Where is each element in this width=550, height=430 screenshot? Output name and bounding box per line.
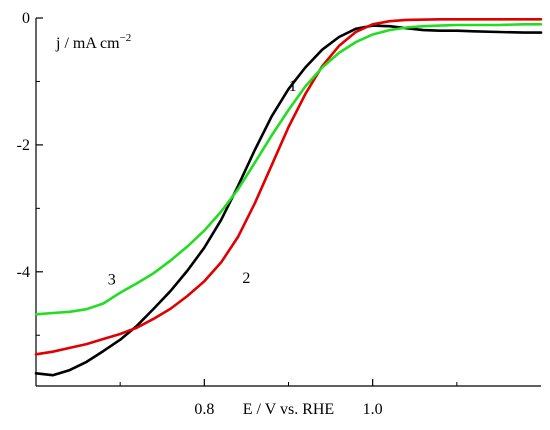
curve-label-1: 1 — [289, 78, 297, 95]
curve-labels: 1 2 3 — [108, 78, 297, 289]
curve-label-2: 2 — [242, 270, 250, 287]
y-tick-label: 0 — [22, 10, 30, 27]
y-tick-label: -2 — [17, 137, 30, 154]
tick-labels: 0 -2 -4 0.8 1.0 — [17, 10, 383, 418]
series-line-2 — [34, 18, 543, 356]
y-axis-title-text: j / mA cm — [55, 35, 120, 52]
x-tick-label: 0.8 — [194, 401, 214, 418]
axes — [35, 18, 541, 387]
series-layer — [34, 18, 543, 377]
series-line-1 — [34, 24, 543, 377]
x-axis-title: E / V vs. RHE — [243, 401, 334, 418]
series-line-3 — [34, 23, 543, 316]
y-axis-title-superscript: −2 — [120, 32, 132, 44]
y-tick-label: -4 — [17, 264, 30, 281]
ticks — [36, 17, 458, 386]
x-tick-label: 1.0 — [363, 401, 383, 418]
curve-label-3: 3 — [108, 271, 116, 288]
y-axis-title: j / mA cm−2 — [55, 32, 131, 52]
